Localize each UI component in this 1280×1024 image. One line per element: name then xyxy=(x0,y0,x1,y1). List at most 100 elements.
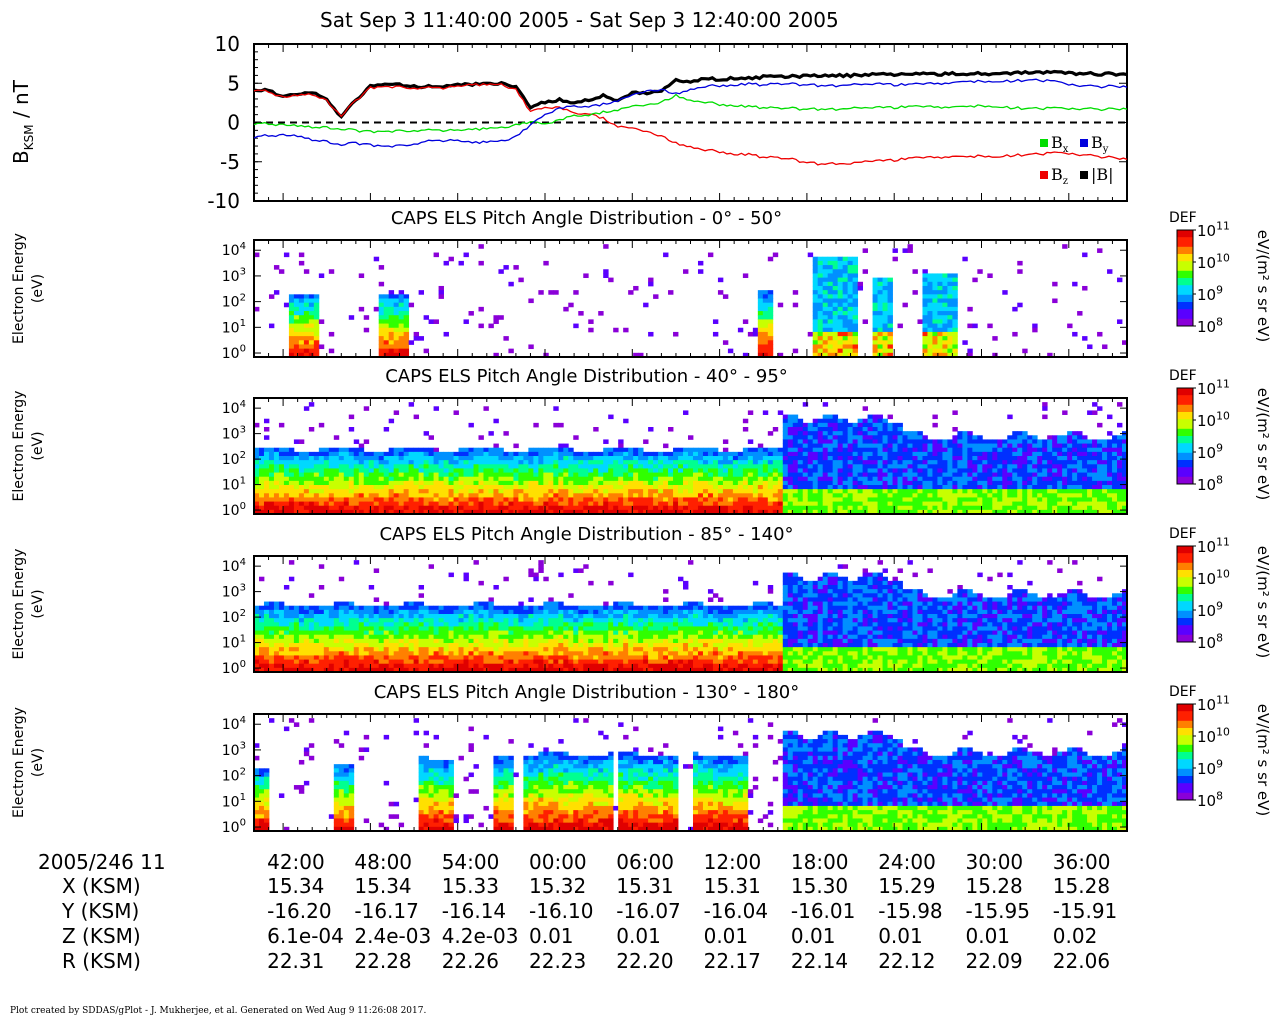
legend-swatch-bx xyxy=(1040,139,1048,147)
plot-footer: Plot created by SDDAS/gPlot - J. Mukherj… xyxy=(10,1006,427,1016)
ephem-date-label: 2005/246 11 xyxy=(38,850,166,874)
colorbar-band xyxy=(1177,287,1193,291)
colorbar-band xyxy=(1177,766,1193,770)
colorbar-frame xyxy=(1176,545,1194,643)
ephem-time-label: 24:00 xyxy=(878,850,936,874)
colorbar-band xyxy=(1177,708,1193,712)
colorbar-band xyxy=(1177,448,1193,451)
colorbar-band xyxy=(1177,778,1193,782)
ephem-time-label: 12:00 xyxy=(704,850,762,874)
colorbar-band xyxy=(1177,716,1193,719)
colorbar-band xyxy=(1177,706,1193,710)
legend-label-by: By xyxy=(1091,133,1109,155)
ephem-value: 22.20 xyxy=(616,949,673,973)
colorbar-band xyxy=(1177,764,1193,767)
colorbar-band xyxy=(1177,397,1193,401)
spec-ytick-label: 101 xyxy=(222,633,246,651)
ephem-value: 22.31 xyxy=(267,949,324,973)
colorbar-band xyxy=(1177,732,1193,736)
colorbar-band xyxy=(1177,773,1193,777)
colorbar-band xyxy=(1177,270,1193,274)
ephem-value: 15.31 xyxy=(616,874,673,898)
colorbar-label: DEF xyxy=(1169,526,1197,542)
colorbar-band xyxy=(1177,292,1193,296)
colorbar-band xyxy=(1177,438,1193,442)
ephem-value: 22.09 xyxy=(966,949,1023,973)
colorbar-tick-label: 108 xyxy=(1197,631,1223,652)
colorbar-band xyxy=(1177,584,1193,588)
colorbar-band xyxy=(1177,299,1193,303)
spec-ytick-label: 102 xyxy=(222,450,246,468)
spec-panel-title: CAPS ELS Pitch Angle Distribution - 85° … xyxy=(379,524,793,545)
colorbar-band xyxy=(1177,713,1193,717)
colorbar-band xyxy=(1177,452,1193,456)
ephem-value: 15.30 xyxy=(791,874,848,898)
colorbar-band xyxy=(1177,572,1193,576)
colorbar-band xyxy=(1177,321,1193,325)
colorbar-band xyxy=(1177,467,1193,471)
colorbar-tick-label: 1010 xyxy=(1197,251,1230,272)
colorbar-band xyxy=(1177,237,1193,241)
colorbar-tick-label: 109 xyxy=(1197,599,1223,620)
spec-ytick-label: 103 xyxy=(222,741,246,759)
colorbar-band xyxy=(1177,785,1193,789)
ephem-time-label: 30:00 xyxy=(966,850,1024,874)
colorbar-band xyxy=(1177,436,1193,439)
colorbar-band xyxy=(1177,567,1193,571)
colorbar-band xyxy=(1177,412,1193,415)
colorbar-band xyxy=(1177,433,1193,437)
colorbar-band xyxy=(1177,594,1193,597)
colorbar-unit: eV/(m² s sr eV) xyxy=(1254,546,1272,658)
colorbar-band xyxy=(1177,618,1193,621)
colorbar-band xyxy=(1177,314,1193,317)
legend-swatch-by xyxy=(1080,139,1088,147)
ephem-row-label: X (KSM) xyxy=(62,874,141,898)
colorbar-band xyxy=(1177,232,1193,236)
colorbar-band xyxy=(1177,728,1193,731)
colorbar-tick-label: 1011 xyxy=(1197,219,1230,240)
spec-ytick-label: 103 xyxy=(222,582,246,600)
colorbar-band xyxy=(1177,754,1193,758)
legend-label-btot: |B| xyxy=(1091,165,1114,184)
colorbar-band xyxy=(1177,637,1193,641)
colorbar-band xyxy=(1177,639,1193,643)
colorbar-band xyxy=(1177,309,1193,313)
colorbar-tick-label: 108 xyxy=(1197,315,1223,336)
spec-ylabel: Electron Energy xyxy=(11,549,27,660)
ephem-time-label: 42:00 xyxy=(267,850,325,874)
colorbar-band xyxy=(1177,756,1193,760)
colorbar-band xyxy=(1177,596,1193,600)
ephem-value: 15.28 xyxy=(966,874,1023,898)
spec-ytick-label: 101 xyxy=(222,318,246,336)
colorbar-band xyxy=(1177,586,1193,590)
colorbar-band xyxy=(1177,311,1193,315)
colorbar-tick-label: 108 xyxy=(1197,789,1223,810)
colorbar-tick-label: 109 xyxy=(1197,441,1223,462)
colorbar-band xyxy=(1177,282,1193,286)
colorbar-band xyxy=(1177,553,1193,557)
ephem-value: 0.01 xyxy=(616,924,661,948)
colorbar-band xyxy=(1177,407,1193,411)
spectrogram-cells xyxy=(254,244,1128,358)
spec-ytick-label: 100 xyxy=(222,818,246,836)
colorbar-band xyxy=(1177,323,1193,327)
spec-ytick-label: 104 xyxy=(222,399,246,417)
colorbar-band xyxy=(1177,565,1193,569)
colorbar-band xyxy=(1177,450,1193,454)
colorbar-band xyxy=(1177,404,1193,408)
spec-ylabel-unit: (eV) xyxy=(30,748,46,777)
colorbar-band xyxy=(1177,790,1193,794)
colorbar-band xyxy=(1177,254,1193,257)
colorbar-band xyxy=(1177,610,1193,614)
ephem-value: 15.33 xyxy=(442,874,499,898)
colorbar-band xyxy=(1177,239,1193,243)
colorbar-band xyxy=(1177,263,1193,267)
colorbar-band xyxy=(1177,749,1193,753)
colorbar-band xyxy=(1177,546,1193,549)
colorbar-band xyxy=(1177,711,1193,715)
colorbar-band xyxy=(1177,606,1193,609)
spec-ytick-label: 103 xyxy=(222,424,246,442)
ephem-value: 22.26 xyxy=(442,949,499,973)
colorbar-band xyxy=(1177,608,1193,612)
ephem-value: -16.20 xyxy=(267,899,331,923)
